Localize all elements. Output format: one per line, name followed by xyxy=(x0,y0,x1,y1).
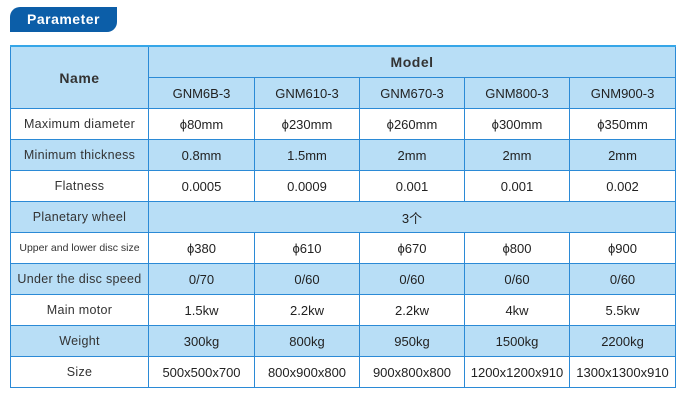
value-cell: 0/60 xyxy=(254,263,360,295)
value-cell: 0.002 xyxy=(568,170,677,202)
row-label: Under the disc speed xyxy=(10,263,149,295)
value-cell: 800x900x800 xyxy=(254,356,360,388)
table-row: Planetary wheel 3个 xyxy=(10,201,677,233)
table-row: Weight 300kg 800kg 950kg 1500kg 2200kg xyxy=(10,325,677,357)
value-cell: 1.5mm xyxy=(254,139,360,171)
parameter-table: Name Model GNM6B-3 GNM610-3 GNM670-3 GNM… xyxy=(10,45,677,388)
table-row: Flatness 0.0005 0.0009 0.001 0.001 0.002 xyxy=(10,170,677,202)
model-cell: GNM6B-3 xyxy=(148,77,255,109)
row-label: Main motor xyxy=(10,294,149,326)
value-cell: 500x500x700 xyxy=(148,356,255,388)
value-cell: ϕ380 xyxy=(148,232,255,264)
value-cell: 1300x1300x910 xyxy=(568,356,677,388)
value-cell: 0/60 xyxy=(568,263,677,295)
model-cell: GNM900-3 xyxy=(568,77,677,109)
value-cell: 2.2kw xyxy=(359,294,465,326)
value-cell: 5.5kw xyxy=(568,294,677,326)
table-row: Size 500x500x700 800x900x800 900x800x800 120… xyxy=(10,356,677,388)
value-cell: 1200x1200x910 xyxy=(464,356,570,388)
value-cell: 4kw xyxy=(464,294,570,326)
value-cell: ϕ300mm xyxy=(464,108,570,140)
model-cell: GNM670-3 xyxy=(359,77,465,109)
value-cell: 1500kg xyxy=(464,325,570,357)
model-header: Model xyxy=(147,45,677,78)
value-cell: ϕ350mm xyxy=(568,108,677,140)
value-cell: 0/60 xyxy=(464,263,570,295)
value-cell: 2200kg xyxy=(568,325,677,357)
merged-value-cell: 3个 xyxy=(147,201,677,233)
model-cell: GNM800-3 xyxy=(464,77,570,109)
table-row: Under the disc speed 0/70 0/60 0/60 0/60 0/60 xyxy=(10,263,677,295)
row-label: Planetary wheel xyxy=(10,201,149,233)
row-label: Flatness xyxy=(10,170,149,202)
value-cell: 0.001 xyxy=(359,170,465,202)
value-cell: 800kg xyxy=(254,325,360,357)
row-label: Minimum thickness xyxy=(10,139,149,171)
value-cell: 2mm xyxy=(359,139,465,171)
value-cell: ϕ610 xyxy=(254,232,360,264)
value-cell: 0/70 xyxy=(148,263,255,295)
value-cell: 950kg xyxy=(359,325,465,357)
table-row: Main motor 1.5kw 2.2kw 2.2kw 4kw 5.5kw xyxy=(10,294,677,326)
value-cell: 0.0009 xyxy=(254,170,360,202)
value-cell: ϕ260mm xyxy=(359,108,465,140)
row-label: Size xyxy=(10,356,149,388)
value-cell: 0.001 xyxy=(464,170,570,202)
value-cell: 2.2kw xyxy=(254,294,360,326)
value-cell: 0.8mm xyxy=(148,139,255,171)
header-row: Name Model xyxy=(10,45,677,109)
table-row: Maximum diameter ϕ80mm ϕ230mm ϕ260mm ϕ300mm ϕ… xyxy=(10,108,677,140)
value-cell: ϕ800 xyxy=(464,232,570,264)
row-label: Weight xyxy=(10,325,149,357)
table-row: Upper and lower disc size ϕ380 ϕ610 ϕ670 ϕ80… xyxy=(10,232,677,264)
value-cell: ϕ900 xyxy=(568,232,677,264)
value-cell: ϕ80mm xyxy=(148,108,255,140)
name-header: Name xyxy=(10,45,149,109)
row-label: Upper and lower disc size xyxy=(10,232,149,264)
value-cell: 0.0005 xyxy=(148,170,255,202)
row-label: Maximum diameter xyxy=(10,108,149,140)
value-cell: ϕ230mm xyxy=(254,108,360,140)
value-cell: 1.5kw xyxy=(148,294,255,326)
value-cell: 2mm xyxy=(464,139,570,171)
table-row: Minimum thickness 0.8mm 1.5mm 2mm 2mm 2mm xyxy=(10,139,677,171)
value-cell: 900x800x800 xyxy=(359,356,465,388)
model-cell: GNM610-3 xyxy=(254,77,360,109)
value-cell: ϕ670 xyxy=(359,232,465,264)
value-cell: 2mm xyxy=(568,139,677,171)
value-cell: 0/60 xyxy=(359,263,465,295)
section-title: Parameter xyxy=(10,7,117,32)
value-cell: 300kg xyxy=(148,325,255,357)
model-row: GNM6B-3 GNM610-3 GNM670-3 GNM800-3 GNM90… xyxy=(11,77,677,109)
